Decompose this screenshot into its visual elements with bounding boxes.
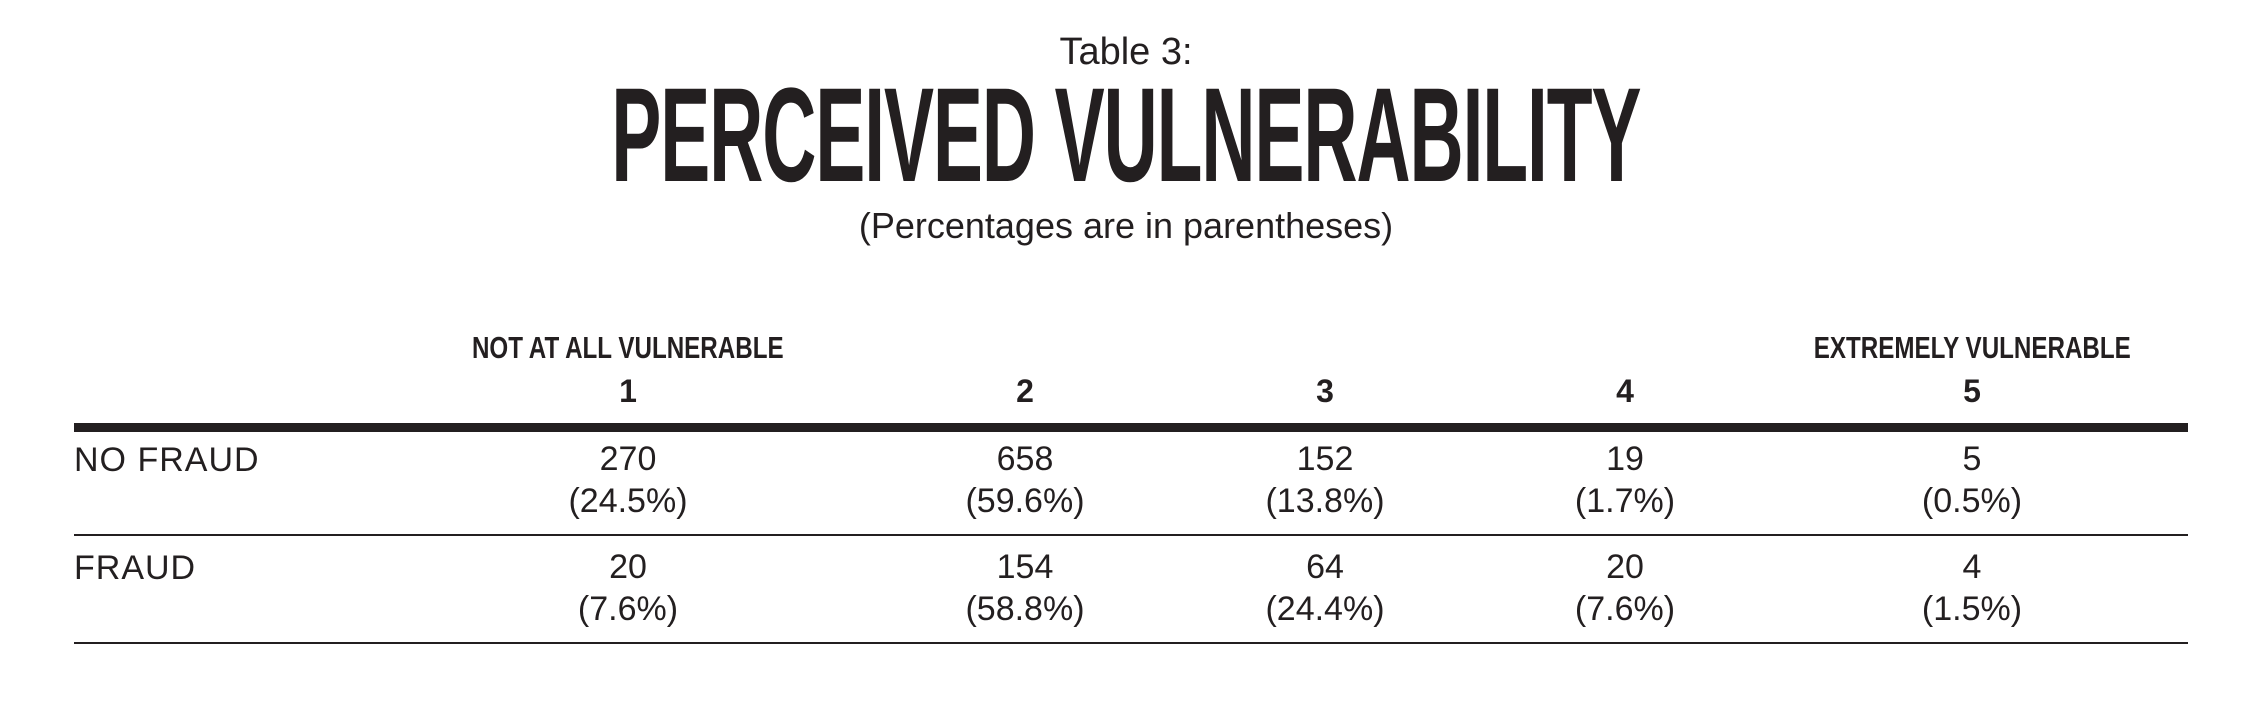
page-title-text: PERCEIVED VULNERABILITY [611, 61, 1641, 210]
table-number: Table 3: [1059, 31, 1193, 73]
cell-percentage: (0.5%) [1921, 482, 2023, 520]
cell-percentage: (1.5%) [1921, 590, 2023, 628]
row-label-fraud: FRAUD [74, 549, 197, 587]
table-cell: 5 (0.5%) [1822, 438, 2122, 522]
cell-percentage: (58.8%) [965, 590, 1085, 628]
column-header-5: 5 [1963, 373, 1981, 409]
table-cell: 152 (13.8%) [1175, 438, 1475, 522]
table-bottom-rule [74, 642, 2188, 644]
row-divider [74, 534, 2188, 536]
cell-count: 4 [1962, 548, 1982, 586]
column-anchor-low: NOT AT ALL VULNERABLE [418, 330, 838, 366]
table-cell: 270 (24.5%) [478, 438, 778, 522]
table-cell: 20 (7.6%) [1475, 546, 1775, 630]
column-header-4: 4 [1616, 373, 1634, 409]
cell-count: 154 [996, 548, 1054, 586]
cell-percentage: (1.7%) [1574, 482, 1676, 520]
column-anchor-high-text: EXTREMELY VULNERABLE [1813, 330, 2131, 365]
header-divider [74, 423, 2188, 432]
cell-percentage: (7.6%) [577, 590, 679, 628]
column-anchor-low-text: NOT AT ALL VULNERABLE [472, 330, 784, 365]
row-label-no-fraud: NO FRAUD [74, 441, 260, 479]
table-cell: 64 (24.4%) [1175, 546, 1475, 630]
cell-count: 270 [599, 440, 657, 478]
table-cell: 154 (58.8%) [875, 546, 1175, 630]
table-cell: 4 (1.5%) [1822, 546, 2122, 630]
cell-percentage: (13.8%) [1265, 482, 1385, 520]
cell-count: 5 [1962, 440, 1982, 478]
column-header-2: 2 [1016, 373, 1034, 409]
table-cell: 19 (1.7%) [1475, 438, 1775, 522]
cell-count: 19 [1606, 440, 1644, 478]
cell-count: 658 [996, 440, 1054, 478]
page-title: PERCEIVED VULNERABILITY [0, 66, 2252, 206]
cell-count: 64 [1306, 548, 1344, 586]
column-anchor-high: EXTREMELY VULNERABLE [1762, 330, 2182, 366]
table-subtitle: (Percentages are in parentheses) [858, 205, 1394, 246]
cell-count: 152 [1296, 440, 1354, 478]
table-cell: 20 (7.6%) [478, 546, 778, 630]
cell-count: 20 [1606, 548, 1644, 586]
cell-percentage: (59.6%) [965, 482, 1085, 520]
cell-percentage: (7.6%) [1574, 590, 1676, 628]
table-cell: 658 (59.6%) [875, 438, 1175, 522]
column-header-3: 3 [1316, 373, 1334, 409]
cell-percentage: (24.5%) [568, 482, 688, 520]
cell-percentage: (24.4%) [1265, 590, 1385, 628]
cell-count: 20 [609, 548, 647, 586]
column-header-1: 1 [619, 373, 637, 409]
